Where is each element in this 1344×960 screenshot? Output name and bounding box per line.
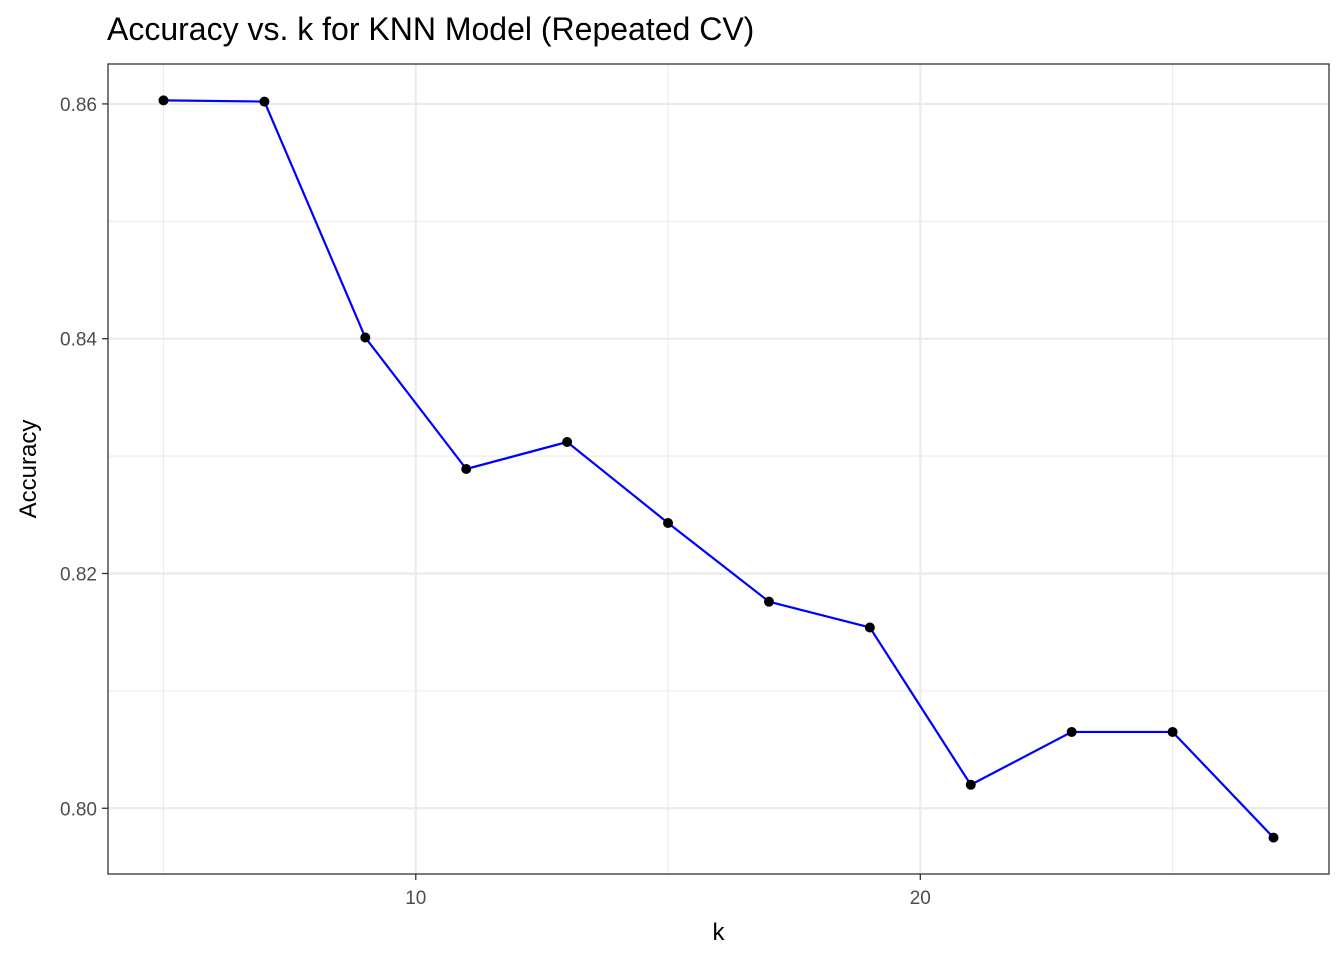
data-point [461, 464, 472, 474]
data-point [1268, 832, 1279, 843]
y-tick-label: 0.84 [60, 330, 97, 351]
points-layer [158, 95, 1279, 843]
y-tick-label: 0.82 [60, 564, 97, 585]
x-tick-label: 10 [405, 888, 426, 909]
major-gridlines [108, 64, 1329, 874]
minor-gridlines [108, 64, 1329, 874]
y-tick-label: 0.80 [60, 799, 97, 820]
y-tick-label: 0.86 [60, 95, 97, 116]
x-tick-label: 20 [910, 888, 931, 909]
accuracy-line [163, 99, 1275, 839]
data-point [1167, 726, 1178, 737]
data-point [158, 95, 169, 106]
x-axis: 10 20 [405, 874, 931, 909]
data-point [965, 779, 976, 790]
plot-panel [107, 63, 1330, 875]
y-axis: 0.80 0.82 0.84 0.86 [60, 95, 108, 820]
data-point [663, 518, 674, 528]
chart-title: Accuracy vs. k for KNN Model (Repeated C… [107, 11, 754, 47]
data-point [259, 96, 270, 107]
data-point [1066, 726, 1077, 737]
panel-background [108, 64, 1329, 874]
y-axis-title: Accuracy [15, 420, 42, 519]
data-point [763, 596, 774, 607]
data-point [562, 437, 573, 447]
data-point [864, 622, 875, 633]
panel-border [107, 63, 1330, 875]
data-point [360, 332, 371, 343]
x-axis-title: k [713, 919, 726, 946]
series-layer [163, 99, 1275, 839]
